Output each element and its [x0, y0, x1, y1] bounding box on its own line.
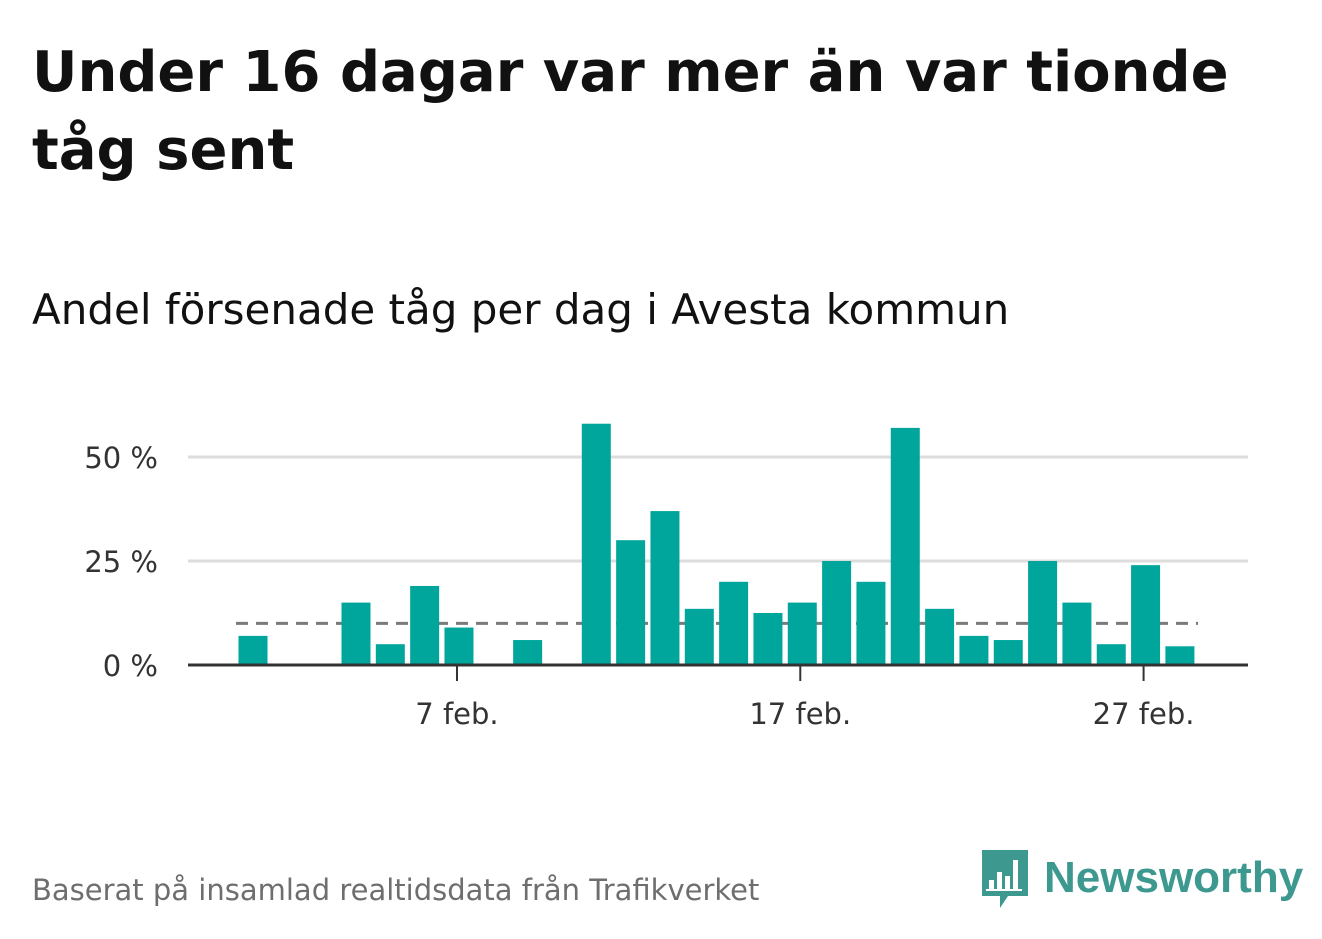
label-layer: 0 % 25 % 50 % 7 feb. 17 feb. 27 feb. [84, 441, 1194, 731]
bar [787, 602, 817, 665]
bar [1028, 561, 1058, 665]
bar [513, 640, 543, 665]
y-tick-label: 25 % [84, 545, 158, 579]
bar [890, 427, 920, 665]
bar [444, 627, 474, 665]
bar [856, 581, 886, 665]
brand[interactable]: Newsworthy [980, 846, 1303, 910]
y-tick-label: 0 % [103, 649, 158, 683]
bar [1062, 602, 1092, 665]
bar [822, 561, 852, 665]
x-tick-label: 27 feb. [1093, 697, 1195, 731]
bar [341, 602, 371, 665]
bar [410, 585, 440, 665]
chart-title: Under 16 dagar var mer än var tionde tåg… [32, 40, 1229, 183]
axis-layer [188, 663, 1248, 681]
bar [650, 511, 680, 665]
bar [959, 635, 989, 665]
bar [719, 581, 749, 665]
bar [1096, 644, 1126, 665]
bar [375, 644, 405, 665]
x-tick-label: 17 feb. [749, 697, 851, 731]
source-note: Baserat på insamlad realtidsdata från Tr… [32, 873, 760, 907]
bar [1165, 646, 1195, 665]
x-tick-label: 7 feb. [415, 697, 498, 731]
bar [993, 640, 1023, 665]
chart-subtitle: Andel försenade tåg per dag i Avesta kom… [32, 285, 1010, 334]
bar [925, 608, 955, 665]
bar [238, 635, 268, 665]
bar [753, 613, 783, 665]
newsworthy-logo-icon [982, 850, 1028, 908]
bar [616, 540, 646, 665]
brand-name: Newsworthy [1044, 853, 1304, 902]
bar [684, 608, 714, 665]
bar-layer [238, 423, 1195, 665]
bar [1131, 565, 1161, 665]
bar [581, 423, 611, 665]
y-tick-label: 50 % [84, 441, 158, 475]
grid-layer [188, 455, 1248, 563]
bar-chart: 0 % 25 % 50 % 7 feb. 17 feb. 27 feb. [84, 423, 1248, 731]
